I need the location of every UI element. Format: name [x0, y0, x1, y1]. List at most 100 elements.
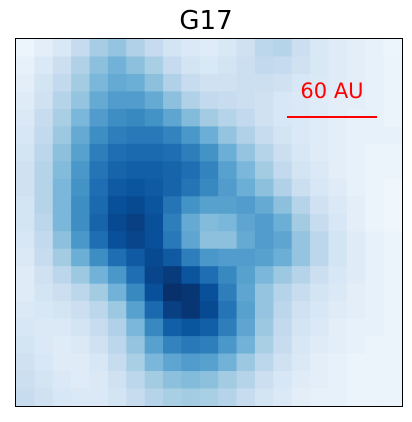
intensity-pixel: [181, 248, 201, 267]
intensity-pixel: [89, 388, 109, 407]
intensity-pixel: [181, 91, 201, 110]
intensity-pixel: [291, 318, 311, 337]
intensity-pixel: [328, 266, 348, 285]
intensity-pixel: [273, 388, 293, 407]
intensity-pixel: [144, 266, 164, 285]
intensity-pixel: [273, 73, 293, 93]
intensity-pixel: [181, 266, 201, 285]
intensity-pixel: [16, 143, 35, 162]
intensity-pixel: [218, 301, 238, 320]
intensity-pixel: [71, 108, 91, 127]
intensity-pixel: [52, 143, 72, 162]
intensity-pixel: [199, 143, 219, 162]
intensity-pixel: [71, 213, 91, 232]
intensity-pixel: [52, 178, 72, 197]
intensity-pixel: [236, 39, 256, 58]
intensity-pixel: [218, 266, 238, 285]
intensity-pixel: [144, 126, 164, 145]
intensity-pixel: [144, 336, 164, 355]
scale-bar-label: 60 AU: [300, 79, 364, 103]
intensity-pixel: [52, 126, 72, 145]
intensity-pixel: [310, 301, 330, 320]
intensity-pixel: [144, 73, 164, 93]
intensity-pixel: [365, 126, 385, 145]
intensity-pixel: [52, 336, 72, 355]
intensity-pixel: [181, 178, 201, 197]
intensity-pixel: [365, 196, 385, 215]
intensity-pixel: [34, 266, 54, 285]
intensity-pixel: [126, 318, 146, 337]
intensity-pixel: [365, 388, 385, 407]
intensity-pixel: [16, 213, 35, 232]
intensity-pixel: [291, 213, 311, 232]
intensity-pixel: [181, 108, 201, 127]
intensity-pixel: [291, 39, 311, 58]
intensity-pixel: [89, 248, 109, 267]
intensity-pixel: [236, 91, 256, 110]
intensity-pixel: [199, 248, 219, 267]
intensity-pixel: [107, 283, 127, 302]
intensity-pixel: [126, 353, 146, 372]
intensity-pixel: [71, 371, 91, 390]
intensity-pixel: [126, 56, 146, 75]
intensity-pixel: [218, 91, 238, 110]
intensity-pixel: [16, 91, 35, 110]
intensity-pixel: [107, 336, 127, 355]
intensity-pixel: [236, 56, 256, 75]
intensity-pixel: [236, 196, 256, 215]
intensity-pixel: [199, 126, 219, 145]
intensity-pixel: [273, 56, 293, 75]
intensity-pixel: [181, 56, 201, 75]
intensity-pixel: [89, 108, 109, 127]
intensity-pixel: [107, 371, 127, 390]
intensity-pixel: [254, 73, 274, 93]
intensity-pixel: [236, 143, 256, 162]
intensity-pixel: [52, 318, 72, 337]
intensity-pixel: [16, 108, 35, 127]
intensity-pixel: [71, 56, 91, 75]
intensity-pixel: [310, 283, 330, 302]
intensity-pixel: [199, 353, 219, 372]
intensity-pixel: [310, 143, 330, 162]
intensity-pixel: [52, 301, 72, 320]
intensity-pixel: [310, 178, 330, 197]
intensity-pixel: [310, 213, 330, 232]
intensity-pixel: [163, 353, 183, 372]
intensity-pixel: [273, 283, 293, 302]
intensity-pixel: [34, 371, 54, 390]
intensity-pixel: [89, 56, 109, 75]
intensity-pixel: [383, 266, 403, 285]
intensity-pixel: [52, 248, 72, 267]
intensity-pixel: [365, 143, 385, 162]
intensity-pixel: [365, 318, 385, 337]
intensity-pixel: [365, 39, 385, 58]
intensity-pixel: [126, 266, 146, 285]
intensity-pixel: [181, 213, 201, 232]
intensity-pixel: [71, 388, 91, 407]
intensity-pixel: [365, 213, 385, 232]
intensity-pixel: [346, 231, 366, 250]
intensity-pixel: [181, 388, 201, 407]
intensity-pixel: [291, 283, 311, 302]
intensity-pixel: [126, 196, 146, 215]
intensity-pixel: [144, 248, 164, 267]
intensity-pixel: [126, 91, 146, 110]
intensity-pixel: [254, 213, 274, 232]
intensity-pixel: [163, 39, 183, 58]
intensity-pixel: [365, 301, 385, 320]
intensity-pixel: [346, 161, 366, 180]
intensity-pixel: [236, 301, 256, 320]
intensity-pixel: [310, 266, 330, 285]
intensity-pixel: [199, 266, 219, 285]
intensity-pixel: [254, 56, 274, 75]
intensity-pixel: [218, 126, 238, 145]
intensity-pixel: [126, 231, 146, 250]
intensity-pixel: [346, 196, 366, 215]
intensity-pixel: [107, 248, 127, 267]
intensity-pixel: [199, 283, 219, 302]
intensity-pixel: [89, 143, 109, 162]
intensity-pixel: [254, 248, 274, 267]
intensity-pixel: [310, 91, 330, 110]
intensity-pixel: [34, 353, 54, 372]
intensity-pixel: [16, 196, 35, 215]
